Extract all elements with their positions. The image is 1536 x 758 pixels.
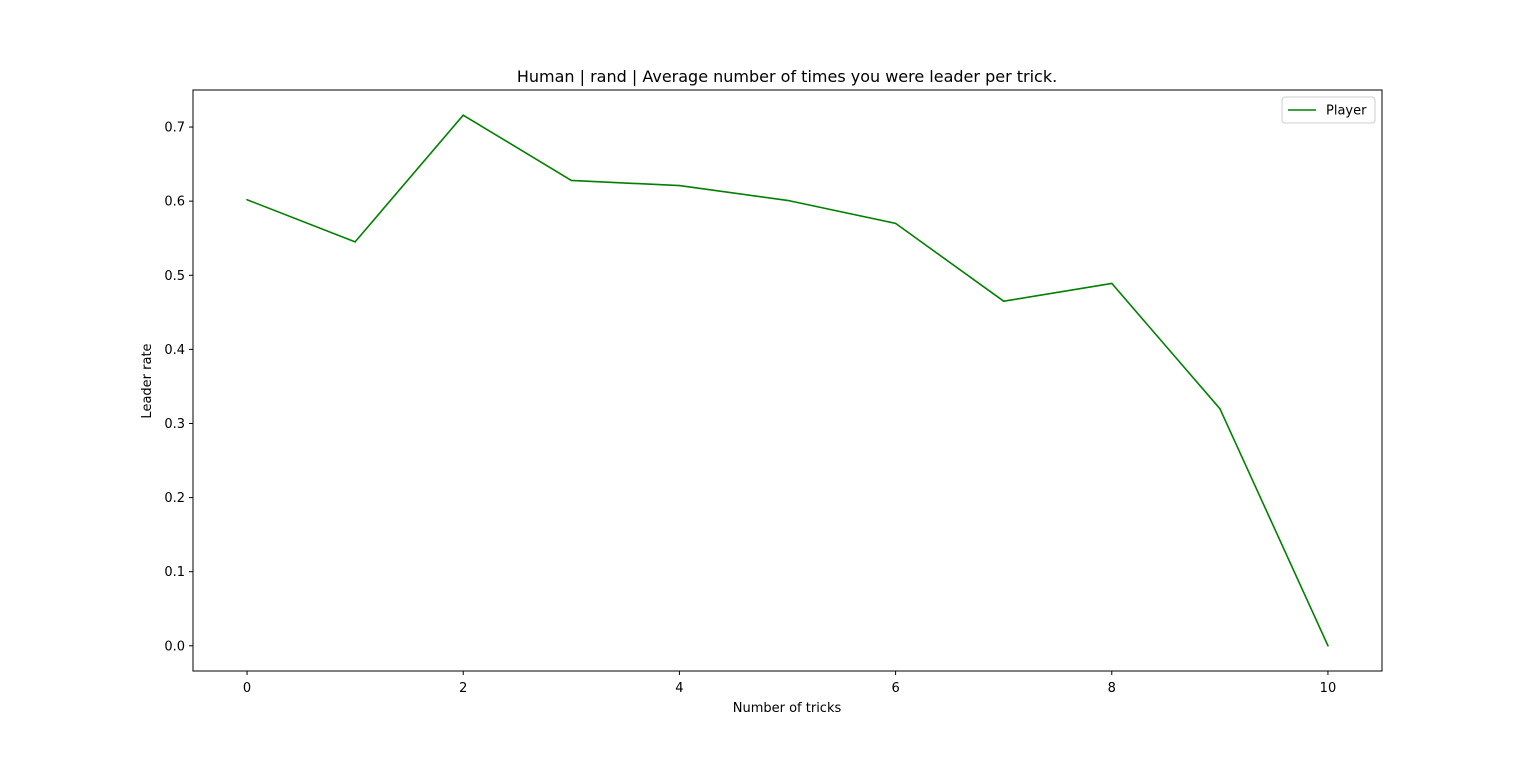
x-tick-label: 6 (891, 681, 899, 696)
data-point (678, 184, 681, 187)
x-tick-label: 10 (1320, 681, 1337, 696)
y-axis-ticks: 0.0 0.1 0.2 0.3 0.4 0.5 0.6 0.7 (164, 121, 193, 654)
chart-title: Human | rand | Average number of times y… (517, 67, 1057, 86)
data-point (1110, 282, 1113, 285)
data-point (1327, 645, 1329, 647)
y-axis-label: Leader rate (140, 343, 155, 418)
legend: Player (1281, 96, 1376, 124)
y-tick-label: 0.3 (164, 417, 185, 432)
x-tick-label: 0 (243, 681, 251, 696)
y-tick-label: 0.1 (164, 565, 185, 580)
x-tick-label: 4 (675, 681, 683, 696)
y-tick-label: 0.0 (164, 639, 185, 654)
data-point (462, 114, 465, 116)
data-point (894, 222, 897, 225)
x-axis-label: Number of tricks (733, 701, 842, 716)
series-layer (246, 114, 1329, 647)
data-point (1219, 407, 1221, 410)
x-tick-label: 2 (459, 681, 467, 696)
legend-box (1281, 96, 1376, 124)
data-point (246, 198, 248, 201)
data-point (1002, 300, 1005, 303)
data-point (570, 179, 573, 182)
y-tick-label: 0.7 (164, 121, 185, 136)
x-axis-ticks: 0 2 4 6 8 10 (243, 671, 1336, 696)
y-tick-label: 0.4 (164, 343, 185, 358)
data-point (354, 241, 356, 243)
y-tick-label: 0.5 (164, 269, 185, 284)
y-tick-label: 0.2 (164, 491, 185, 506)
data-point (786, 199, 789, 202)
x-tick-label: 8 (1108, 681, 1116, 696)
y-tick-label: 0.6 (164, 195, 185, 210)
plot-area-frame (192, 89, 1383, 672)
legend-label-player: Player (1326, 104, 1367, 119)
